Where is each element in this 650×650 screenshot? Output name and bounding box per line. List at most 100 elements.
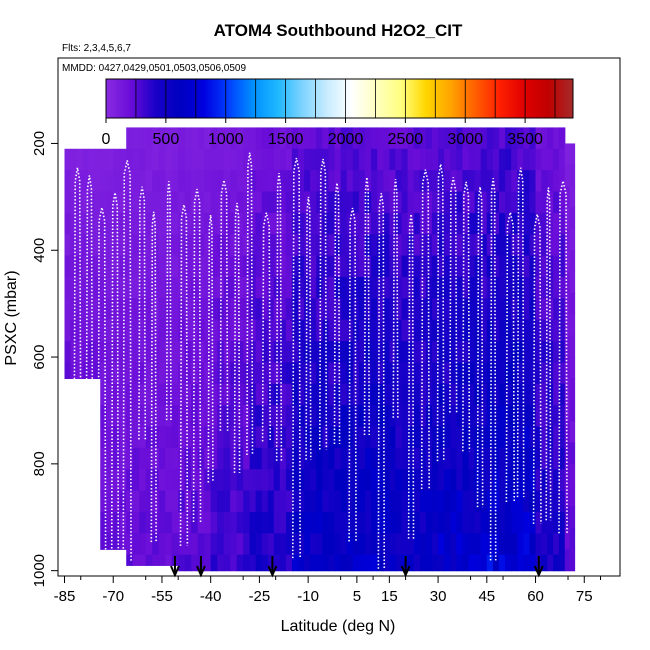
flight-profile xyxy=(420,169,430,489)
curtain-cell xyxy=(158,511,166,534)
curtain-cell xyxy=(358,341,366,363)
curtain-cell xyxy=(273,533,281,556)
curtain-cell xyxy=(492,212,500,235)
curtain-cell xyxy=(171,383,179,406)
curtain-cell xyxy=(505,447,512,470)
curtain-cell xyxy=(340,469,348,492)
curtain-cell xyxy=(145,234,153,257)
curtain-cell xyxy=(517,212,524,235)
curtain-cell xyxy=(171,234,179,257)
curtain-cell xyxy=(334,341,342,363)
curtain-cell xyxy=(492,127,500,150)
curtain-cell xyxy=(358,191,366,214)
curtain-cell xyxy=(197,255,205,278)
curtain-cell xyxy=(328,170,336,193)
curtain-cell xyxy=(383,212,390,235)
curtain-cell xyxy=(492,255,500,278)
curtain-cell xyxy=(340,234,348,257)
curtain-cell xyxy=(197,276,205,299)
curtain-cell xyxy=(210,469,218,492)
curtain-cell xyxy=(322,554,330,572)
curtain-cell xyxy=(322,212,330,235)
curtain-cell xyxy=(389,405,397,428)
curtain-cell xyxy=(204,234,212,257)
curtain-cell xyxy=(297,298,305,321)
curtain-cell xyxy=(267,426,275,449)
curtain-cell xyxy=(106,383,114,406)
curtain-cell xyxy=(444,533,451,556)
curtain-cell xyxy=(82,191,89,214)
curtain-cell xyxy=(197,212,205,235)
curtain-cell xyxy=(553,362,560,385)
curtain-cell xyxy=(243,148,251,171)
curtain-cell xyxy=(113,405,121,428)
curtain-cell xyxy=(267,127,275,150)
curtain-cell xyxy=(152,405,160,428)
curtain-cell xyxy=(371,383,378,406)
curtain-cell xyxy=(505,362,512,385)
curtain-cell xyxy=(197,383,205,406)
curtain-cell xyxy=(498,212,506,235)
curtain-cell xyxy=(564,164,571,187)
curtain-cell xyxy=(492,511,500,534)
curtain-cell xyxy=(462,170,470,193)
curtain-cell xyxy=(480,362,488,385)
curtain-cell xyxy=(407,212,415,235)
curtain-cell xyxy=(364,170,372,193)
flight-profile xyxy=(261,212,272,442)
curtain-cell xyxy=(132,170,140,193)
flight-profile xyxy=(462,181,471,452)
curtain-cell xyxy=(285,511,293,534)
curtain-cell xyxy=(553,383,560,406)
curtain-cell xyxy=(255,511,263,534)
curtain-cell xyxy=(377,319,384,342)
curtain-cell xyxy=(480,127,488,150)
curtain-cell xyxy=(119,276,127,299)
curtain-cell xyxy=(364,469,372,492)
flights-subtitle: Flts: 2,3,4,5,6,7 xyxy=(62,43,131,54)
curtain-cell xyxy=(100,276,108,299)
curtain-cell xyxy=(395,362,403,385)
curtain-cell xyxy=(139,426,147,449)
curtain-cell xyxy=(431,511,439,534)
curtain-cell xyxy=(126,426,134,449)
curtain-cell xyxy=(498,554,506,572)
curtain-cell xyxy=(113,511,121,534)
curtain-cell xyxy=(119,469,127,492)
curtain-cell xyxy=(486,554,494,572)
curtain-cell xyxy=(328,234,336,257)
flight-profile xyxy=(392,178,399,418)
curtain-cell xyxy=(158,426,166,449)
curtain-cell xyxy=(480,298,488,321)
curtain-cell xyxy=(438,276,445,299)
curtain-cell xyxy=(462,212,470,235)
curtain-cell xyxy=(184,383,192,406)
curtain-cell xyxy=(480,447,488,470)
curtain-cell xyxy=(88,298,95,321)
curtain-cell xyxy=(310,255,317,278)
curtain-cell xyxy=(438,319,445,342)
curtain-cell xyxy=(267,533,275,556)
curtain-cell xyxy=(358,212,366,235)
y-tick-label: 800 xyxy=(31,451,48,476)
curtain-cell xyxy=(456,511,464,534)
curtain-cell xyxy=(334,148,342,171)
curtain-cell xyxy=(184,447,192,470)
curtain-cell xyxy=(165,170,173,193)
curtain-cell xyxy=(328,212,336,235)
curtain-cell xyxy=(158,319,166,342)
curtain-cell xyxy=(486,276,494,299)
curtain-cell xyxy=(334,276,342,299)
curtain-cell xyxy=(126,362,134,385)
curtain-cell xyxy=(230,127,238,150)
curtain-cell xyxy=(389,447,397,470)
curtain-cell xyxy=(535,533,542,556)
curtain-cell xyxy=(139,319,147,342)
curtain-cell xyxy=(444,298,451,321)
curtain-cell xyxy=(152,362,160,385)
curtain-cell xyxy=(413,490,421,513)
curtain-cell xyxy=(230,255,238,278)
curtain-cell xyxy=(569,292,576,315)
curtain-cell xyxy=(395,533,403,556)
curtain-cell xyxy=(132,319,140,342)
